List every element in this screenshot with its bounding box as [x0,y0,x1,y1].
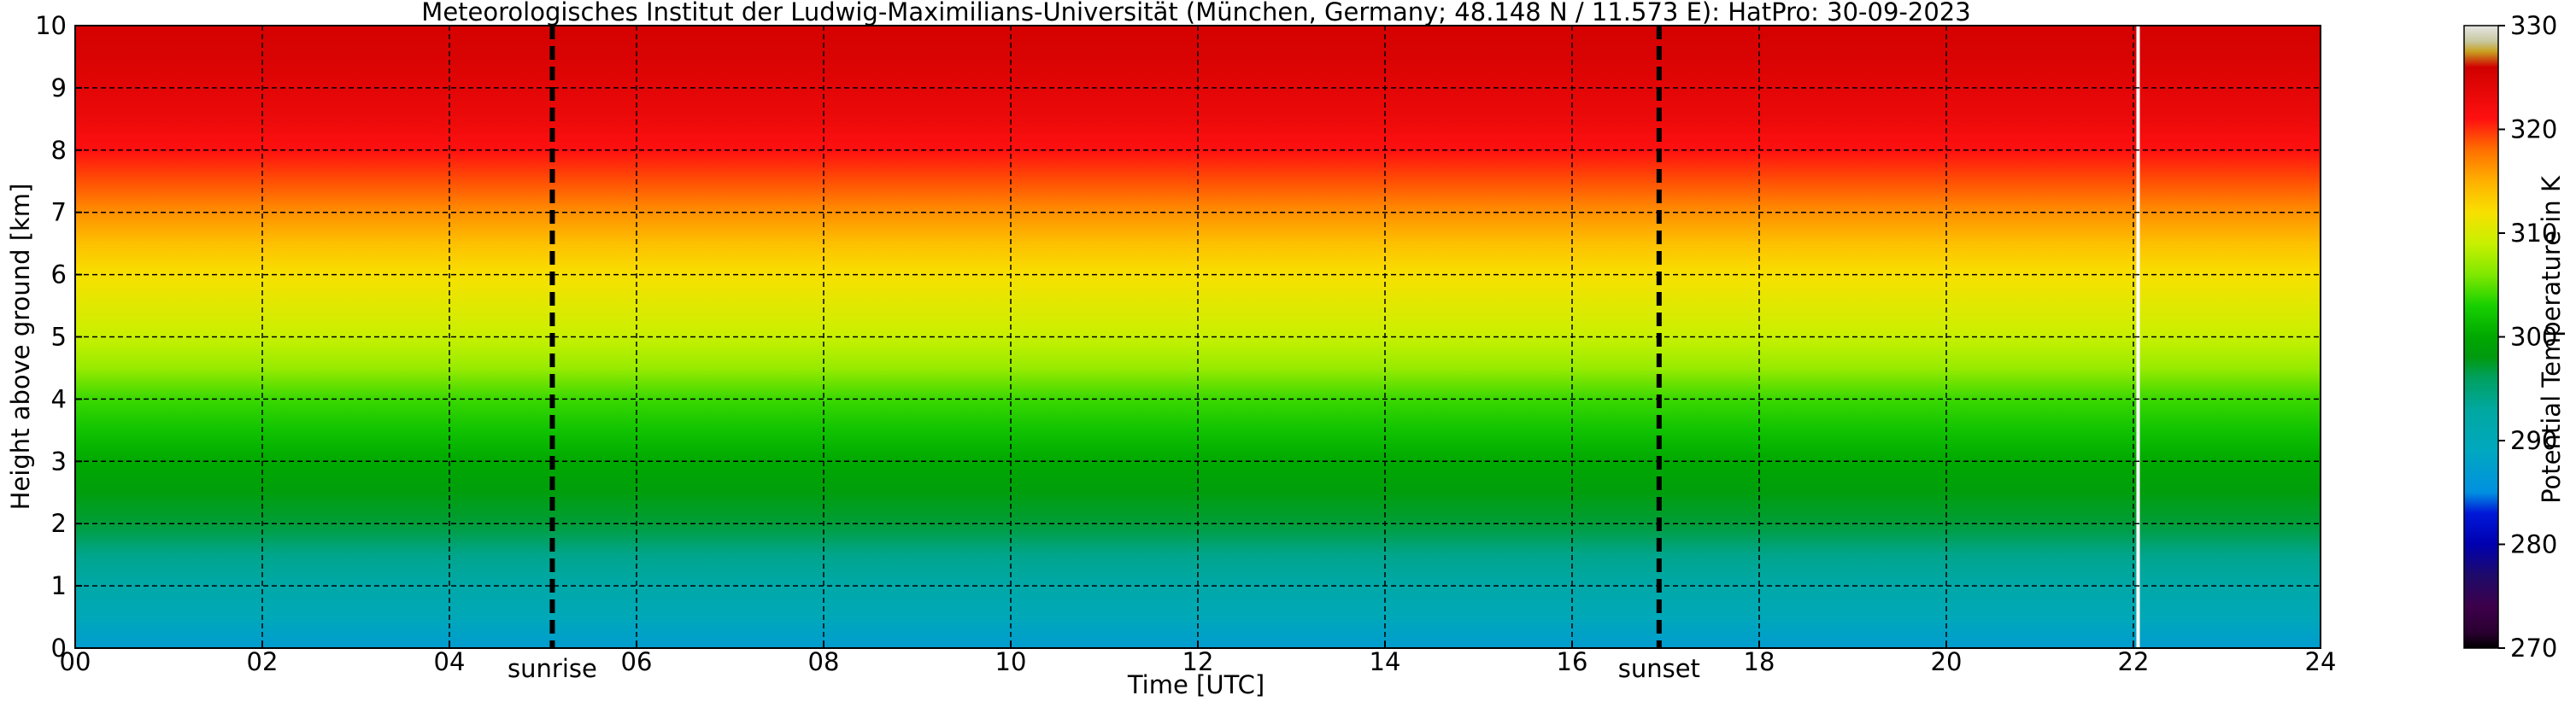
colorbar-tick-label: 280 [2510,530,2557,559]
sunrise-label: sunrise [508,654,597,683]
x-tick-label: 20 [1931,647,1963,676]
y-tick-label: 0 [51,634,67,663]
colorbar-tick-label: 290 [2510,426,2557,455]
y-tick-label: 2 [51,509,67,538]
x-tick-label: 04 [434,647,466,676]
chart-title: Meteorologisches Institut der Ludwig-Max… [421,0,1970,26]
y-axis-label: Height above ground [km] [6,184,35,511]
sunset-label: sunset [1618,654,1700,683]
colorbar: 270 280 290 300 310 320 330 [2463,11,2557,663]
y-tick-label: 5 [51,323,67,352]
colorbar-tick-label: 270 [2510,634,2557,663]
colorbar-tick-label: 310 [2510,219,2557,248]
x-tick-label: 22 [2118,647,2150,676]
y-tick-label: 7 [51,198,67,227]
x-tick-label: 24 [2305,647,2337,676]
x-tick-label: 06 [621,647,653,676]
colorbar-tick-label: 300 [2510,323,2557,352]
x-tick-label: 02 [247,647,279,676]
x-axis-label: Time [UTC] [1127,670,1265,699]
y-tick-label: 9 [51,73,67,102]
y-tick-label: 1 [51,571,67,600]
x-tick-label: 10 [995,647,1027,676]
x-tick-label: 00 [60,647,91,676]
y-tick-label: 10 [35,11,67,40]
x-tick-label: 08 [808,647,840,676]
x-tick-label: 12 [1182,647,1214,676]
colorbar-scale [2463,25,2499,649]
colorbar-label: Potential Temperature in K [2537,175,2566,504]
colorbar-tick-label: 320 [2510,115,2557,144]
colorbar-tick-label: 330 [2510,11,2557,40]
y-tick-label: 8 [51,136,67,165]
y-tick-label: 4 [51,384,67,413]
y-tick-label: 6 [51,260,67,289]
x-tick-label: 18 [1744,647,1775,676]
x-tick-label: 16 [1557,647,1588,676]
x-tick-label: 14 [1370,647,1401,676]
y-tick-label: 3 [51,447,67,476]
